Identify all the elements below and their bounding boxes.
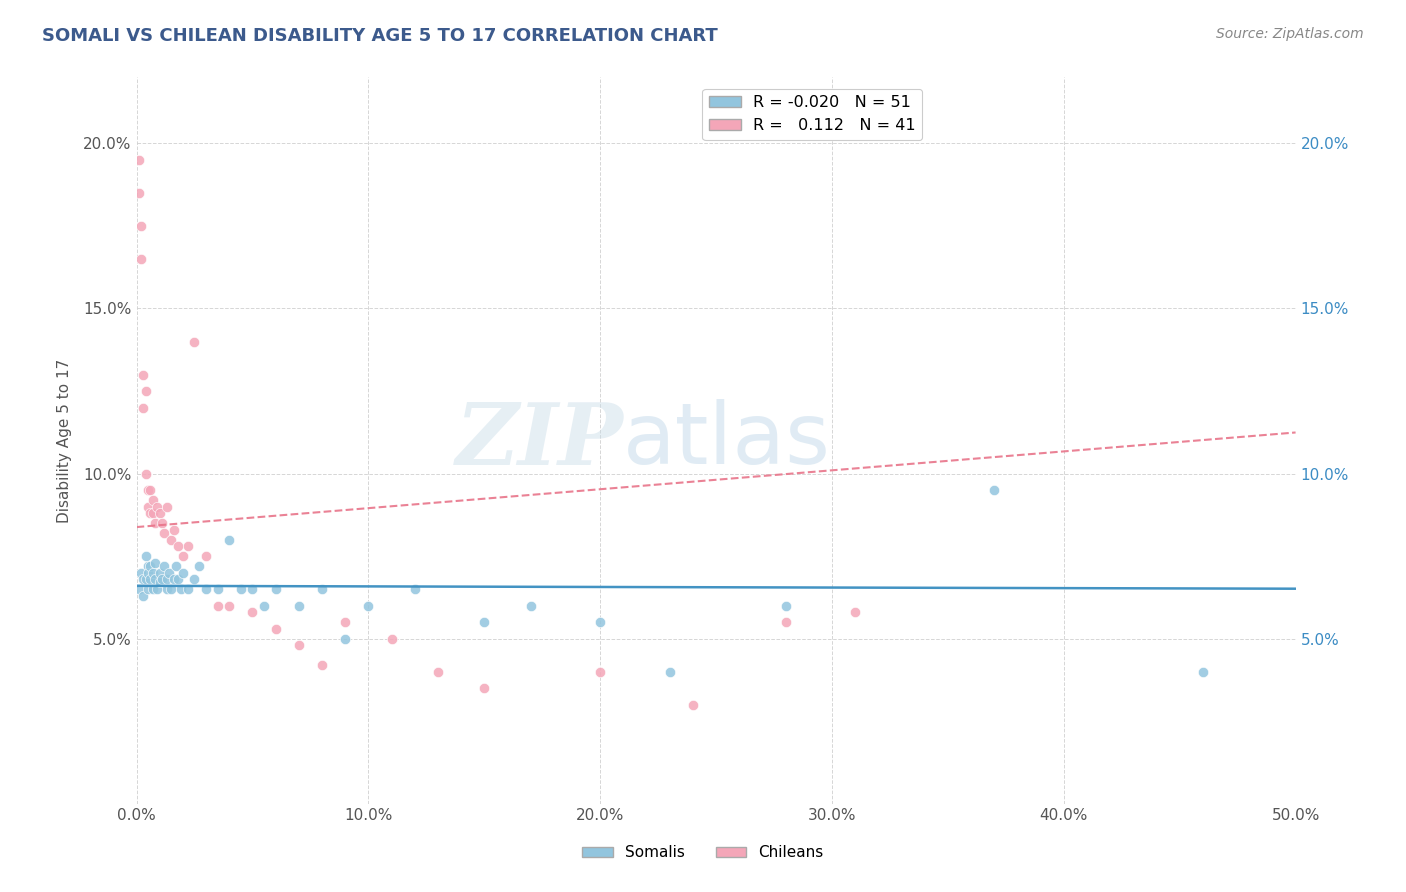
Point: [165, 558, 187, 573]
Point: [146, 500, 169, 514]
Point: [157, 566, 180, 580]
Point: [128, 582, 150, 596]
Point: [380, 632, 402, 646]
Point: [288, 638, 311, 652]
Point: [311, 657, 333, 672]
Point: [128, 186, 150, 200]
Point: [264, 622, 287, 636]
Point: [472, 681, 495, 695]
Point: [153, 525, 176, 540]
Point: [143, 556, 166, 570]
Point: [139, 483, 162, 497]
Point: [682, 698, 704, 712]
Point: [519, 599, 541, 613]
Point: [149, 566, 172, 580]
Point: [167, 539, 190, 553]
Point: [129, 252, 152, 266]
Point: [162, 523, 184, 537]
Point: [167, 572, 190, 586]
Point: [195, 582, 218, 596]
Point: [132, 368, 155, 382]
Point: [188, 558, 211, 573]
Text: Source: ZipAtlas.com: Source: ZipAtlas.com: [1216, 27, 1364, 41]
Point: [242, 582, 264, 596]
Point: [775, 615, 797, 629]
Point: [136, 558, 159, 573]
Point: [172, 549, 194, 563]
Point: [160, 533, 183, 547]
Point: [195, 549, 218, 563]
Point: [172, 566, 194, 580]
Point: [150, 516, 173, 530]
Point: [139, 572, 162, 586]
Point: [589, 615, 612, 629]
Point: [132, 589, 155, 603]
Point: [176, 582, 198, 596]
Point: [135, 572, 157, 586]
Point: [156, 500, 179, 514]
Point: [136, 500, 159, 514]
Y-axis label: Disability Age 5 to 17: Disability Age 5 to 17: [58, 359, 72, 523]
Point: [1192, 665, 1215, 679]
Point: [207, 582, 229, 596]
Point: [143, 572, 166, 586]
Point: [135, 467, 157, 481]
Point: [139, 506, 162, 520]
Legend: R = -0.020   N = 51, R =   0.112   N = 41: R = -0.020 N = 51, R = 0.112 N = 41: [703, 89, 922, 140]
Point: [136, 582, 159, 596]
Point: [357, 599, 380, 613]
Point: [288, 599, 311, 613]
Point: [146, 582, 169, 596]
Point: [264, 582, 287, 596]
Point: [176, 539, 198, 553]
Legend: Somalis, Chileans: Somalis, Chileans: [576, 839, 830, 866]
Point: [142, 492, 165, 507]
Point: [333, 632, 356, 646]
Point: [150, 572, 173, 586]
Point: [218, 533, 240, 547]
Point: [333, 615, 356, 629]
Point: [136, 483, 159, 497]
Point: [139, 558, 162, 573]
Point: [169, 582, 191, 596]
Point: [128, 153, 150, 167]
Text: atlas: atlas: [623, 399, 831, 482]
Point: [143, 516, 166, 530]
Point: [162, 572, 184, 586]
Point: [129, 566, 152, 580]
Point: [142, 506, 165, 520]
Point: [658, 665, 681, 679]
Text: SOMALI VS CHILEAN DISABILITY AGE 5 TO 17 CORRELATION CHART: SOMALI VS CHILEAN DISABILITY AGE 5 TO 17…: [42, 27, 718, 45]
Point: [426, 665, 449, 679]
Point: [132, 572, 155, 586]
Point: [253, 599, 276, 613]
Point: [229, 582, 252, 596]
Point: [472, 615, 495, 629]
Point: [311, 582, 333, 596]
Point: [218, 599, 240, 613]
Point: [149, 506, 172, 520]
Point: [153, 558, 176, 573]
Point: [129, 219, 152, 233]
Point: [183, 572, 205, 586]
Point: [135, 549, 157, 563]
Point: [775, 599, 797, 613]
Point: [156, 572, 179, 586]
Point: [142, 566, 165, 580]
Point: [160, 582, 183, 596]
Point: [142, 582, 165, 596]
Text: ZIP: ZIP: [456, 399, 623, 483]
Point: [183, 334, 205, 349]
Point: [135, 384, 157, 398]
Point: [132, 401, 155, 415]
Point: [844, 605, 866, 619]
Point: [156, 582, 179, 596]
Point: [242, 605, 264, 619]
Point: [136, 566, 159, 580]
Point: [589, 665, 612, 679]
Point: [149, 575, 172, 590]
Point: [983, 483, 1005, 497]
Point: [207, 599, 229, 613]
Point: [404, 582, 426, 596]
